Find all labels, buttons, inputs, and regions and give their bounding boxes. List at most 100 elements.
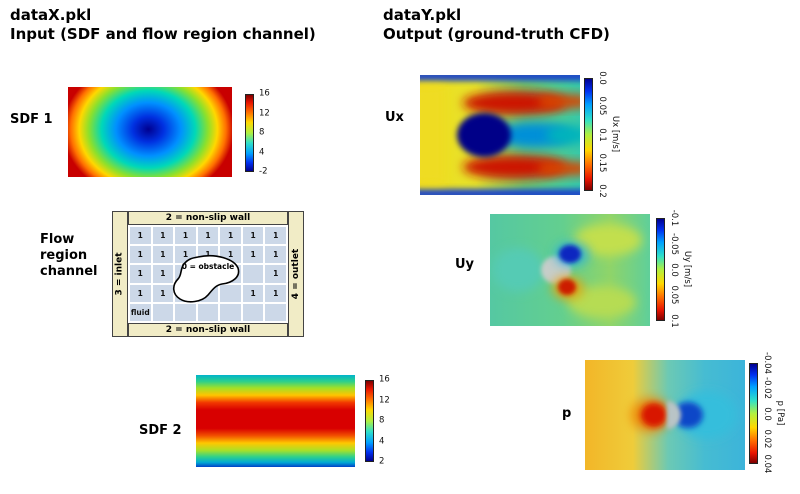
sdf2-heatmap	[196, 375, 355, 467]
flow-region-label-line1: Flow	[40, 232, 75, 247]
flow-region-diagram: 2 = non-slip wall 2 = non-slip wall 3 = …	[112, 211, 304, 337]
datax-subtitle: Input (SDF and flow region channel)	[10, 25, 316, 43]
sdf1-label: SDF 1	[10, 112, 53, 127]
colorbar-tick: 16	[259, 88, 270, 99]
ux-ribbon-bottom	[540, 162, 580, 175]
outlet-bar: 4 = outlet	[288, 211, 304, 337]
colorbar-tick: -0.1	[669, 209, 679, 227]
ux-ribbon-top	[540, 95, 580, 108]
datax-title: dataX.pkl	[10, 6, 92, 24]
grid-cell: 1	[152, 265, 174, 283]
datay-header: dataY.pkl Output (ground-truth CFD)	[383, 6, 610, 44]
ux-bottom-wall-band	[420, 189, 580, 195]
p-colorbar-label: p [Pa]	[775, 400, 785, 426]
p-colorbar	[749, 363, 758, 464]
ux-obstacle-region	[457, 113, 511, 157]
grid-cell: 1	[130, 265, 151, 283]
grid-cell	[175, 303, 196, 321]
obstacle-outline	[172, 254, 240, 303]
grid-cell: 1	[130, 246, 151, 264]
top-wall-bar: 2 = non-slip wall	[128, 211, 288, 225]
grid-cell	[242, 265, 264, 283]
colorbar-tick: 16	[379, 374, 390, 385]
grid-cell	[242, 303, 264, 321]
datay-subtitle: Output (ground-truth CFD)	[383, 25, 610, 43]
p-heatmap	[585, 360, 745, 470]
ux-far-wake	[546, 126, 580, 144]
sdf1-colorbar	[245, 94, 254, 172]
ux-inlet-region	[420, 87, 444, 183]
colorbar-tick: 0.1	[597, 127, 607, 142]
obstacle-label: 0 = obstacle	[181, 262, 235, 271]
obstacle-blob-svg	[172, 254, 240, 303]
flow-region-label-line3: channel	[40, 264, 98, 279]
grid-cell: 1	[265, 284, 286, 302]
obstacle-blob	[168, 253, 248, 307]
colorbar-tick: 0.05	[597, 96, 607, 116]
grid-cell: 1	[242, 227, 264, 245]
ux-colorbar	[584, 78, 593, 191]
uy-heatmap	[490, 214, 650, 326]
flow-region-label: Flow region channel	[40, 232, 98, 280]
colorbar-tick: 2	[379, 456, 385, 467]
grid-cell: 1	[220, 227, 241, 245]
ux-wake	[492, 122, 572, 148]
uy-patch-top-right	[574, 224, 642, 256]
uy-label: Uy	[455, 257, 475, 272]
uy-patch-bottom-right	[568, 286, 636, 318]
p-label: p	[562, 406, 572, 421]
bottom-wall-label: 2 = non-slip wall	[165, 325, 251, 335]
outlet-label: 4 = outlet	[291, 248, 301, 300]
colorbar-tick: -0.05	[669, 232, 679, 255]
colorbar-tick: 8	[259, 127, 265, 138]
colorbar-tick: 0.15	[597, 153, 607, 173]
grid-cell	[152, 303, 174, 321]
colorbar-tick: 0.04	[762, 454, 772, 474]
colorbar-tick: 0.1	[669, 314, 679, 328]
grid-cell: 1	[242, 284, 264, 302]
grid-cell: 1	[175, 227, 196, 245]
ux-top-wall-band	[420, 75, 580, 81]
colorbar-tick: -0.02	[762, 377, 772, 400]
colorbar-tick: 4	[259, 147, 265, 157]
colorbar-tick: 12	[379, 395, 390, 405]
inlet-label: 3 = inlet	[115, 252, 125, 296]
p-stagnation-spot	[641, 403, 667, 427]
colorbar-tick: 8	[379, 415, 385, 426]
grid-cell	[265, 303, 286, 321]
colorbar-tick: -2	[259, 166, 268, 177]
uy-colorbar	[656, 218, 665, 321]
colorbar-tick: 0.0	[762, 406, 772, 421]
grid-cell: 1	[265, 246, 286, 264]
colorbar-tick: 0.0	[597, 71, 607, 85]
grid-cell: 1	[130, 284, 151, 302]
ux-heatmap	[420, 75, 580, 195]
grid-cell: fluid	[130, 303, 151, 321]
flow-region-label-line2: region	[40, 248, 88, 263]
ux-label: Ux	[385, 110, 404, 125]
datax-header: dataX.pkl Input (SDF and flow region cha…	[10, 6, 316, 44]
ux-field-svg	[420, 75, 580, 195]
sdf2-colorbar	[365, 380, 374, 462]
sdf1-heatmap	[68, 87, 232, 177]
grid-cell: 1	[197, 227, 219, 245]
colorbar-tick: 4	[379, 436, 385, 446]
top-wall-label: 2 = non-slip wall	[165, 213, 251, 223]
uy-colorbar-label: Uy [m/s]	[682, 250, 692, 288]
colorbar-tick: -0.04	[762, 352, 772, 374]
grid-cell: 1	[152, 246, 174, 264]
sdf2-label: SDF 2	[139, 423, 182, 438]
grid-cell	[220, 303, 241, 321]
inlet-bar: 3 = inlet	[112, 211, 128, 337]
p-obstacle-mask	[667, 401, 681, 429]
uy-positive-blob	[558, 279, 576, 295]
grid-cell: 1	[265, 227, 286, 245]
colorbar-tick: 0.02	[762, 429, 772, 449]
p-low-pressure-blob	[673, 402, 703, 428]
colorbar-tick: 0.2	[597, 184, 607, 198]
ux-colorbar-label: Ux [m/s]	[610, 115, 620, 153]
colorbar-tick: 0.0	[669, 262, 679, 277]
grid-cell	[220, 284, 241, 302]
grid-cell: 1	[152, 227, 174, 245]
